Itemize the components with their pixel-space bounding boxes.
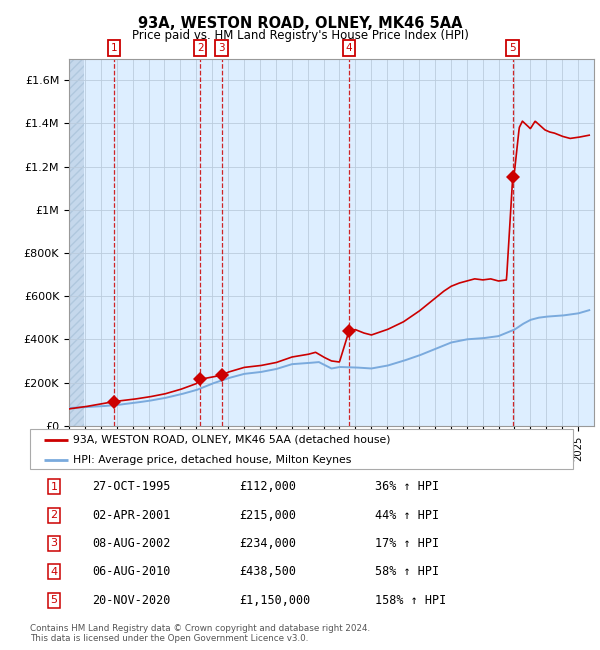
Text: 44% ↑ HPI: 44% ↑ HPI xyxy=(375,508,439,521)
Text: 58% ↑ HPI: 58% ↑ HPI xyxy=(375,566,439,578)
Text: 2: 2 xyxy=(50,510,58,520)
Text: Contains HM Land Registry data © Crown copyright and database right 2024.
This d: Contains HM Land Registry data © Crown c… xyxy=(30,624,370,644)
Text: 93A, WESTON ROAD, OLNEY, MK46 5AA (detached house): 93A, WESTON ROAD, OLNEY, MK46 5AA (detac… xyxy=(73,435,391,445)
Text: 20-NOV-2020: 20-NOV-2020 xyxy=(92,593,171,606)
Text: £438,500: £438,500 xyxy=(239,566,296,578)
Text: 27-OCT-1995: 27-OCT-1995 xyxy=(92,480,171,493)
Text: 158% ↑ HPI: 158% ↑ HPI xyxy=(375,593,446,606)
Bar xyxy=(69,58,83,426)
Text: £215,000: £215,000 xyxy=(239,508,296,521)
Text: 2: 2 xyxy=(197,43,203,53)
Text: £234,000: £234,000 xyxy=(239,537,296,550)
Text: £112,000: £112,000 xyxy=(239,480,296,493)
Text: HPI: Average price, detached house, Milton Keynes: HPI: Average price, detached house, Milt… xyxy=(73,456,352,465)
Text: 08-AUG-2002: 08-AUG-2002 xyxy=(92,537,171,550)
Text: 17% ↑ HPI: 17% ↑ HPI xyxy=(375,537,439,550)
Text: 1: 1 xyxy=(110,43,117,53)
Text: 36% ↑ HPI: 36% ↑ HPI xyxy=(375,480,439,493)
Text: 06-AUG-2010: 06-AUG-2010 xyxy=(92,566,171,578)
Text: Price paid vs. HM Land Registry's House Price Index (HPI): Price paid vs. HM Land Registry's House … xyxy=(131,29,469,42)
Text: 02-APR-2001: 02-APR-2001 xyxy=(92,508,171,521)
Text: 3: 3 xyxy=(50,538,58,549)
Text: 5: 5 xyxy=(50,595,58,605)
Text: 93A, WESTON ROAD, OLNEY, MK46 5AA: 93A, WESTON ROAD, OLNEY, MK46 5AA xyxy=(138,16,462,31)
Text: 5: 5 xyxy=(509,43,516,53)
Text: £1,150,000: £1,150,000 xyxy=(239,593,310,606)
Text: 4: 4 xyxy=(50,567,58,577)
FancyBboxPatch shape xyxy=(30,429,573,469)
Text: 4: 4 xyxy=(346,43,352,53)
Text: 3: 3 xyxy=(218,43,225,53)
Text: 1: 1 xyxy=(50,482,58,491)
